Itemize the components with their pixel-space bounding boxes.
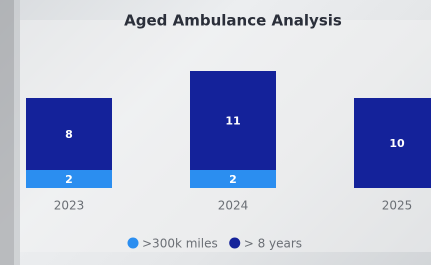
screen: Aged Ambulance Analysis 2 8 2023 2 11 2024 10 2… — [0, 0, 431, 265]
frame-edge — [0, 0, 14, 265]
chart: Aged Ambulance Analysis 2 8 2023 2 11 2024 10 2… — [0, 0, 431, 265]
x-tick-label: 2025 — [382, 199, 413, 213]
chart-title: Aged Ambulance Analysis — [124, 12, 342, 30]
data-label: 11 — [225, 115, 240, 128]
legend-marker — [229, 238, 240, 249]
data-label: 10 — [389, 137, 405, 150]
legend-marker — [128, 238, 139, 249]
data-label: 8 — [65, 128, 73, 141]
legend-label: > 8 years — [244, 237, 302, 251]
x-tick-label: 2024 — [218, 199, 249, 213]
x-tick-label: 2023 — [54, 199, 85, 213]
data-label: 2 — [229, 173, 237, 186]
frame-edge — [14, 0, 20, 265]
legend-label: >300k miles — [142, 237, 218, 251]
data-label: 2 — [65, 173, 73, 186]
